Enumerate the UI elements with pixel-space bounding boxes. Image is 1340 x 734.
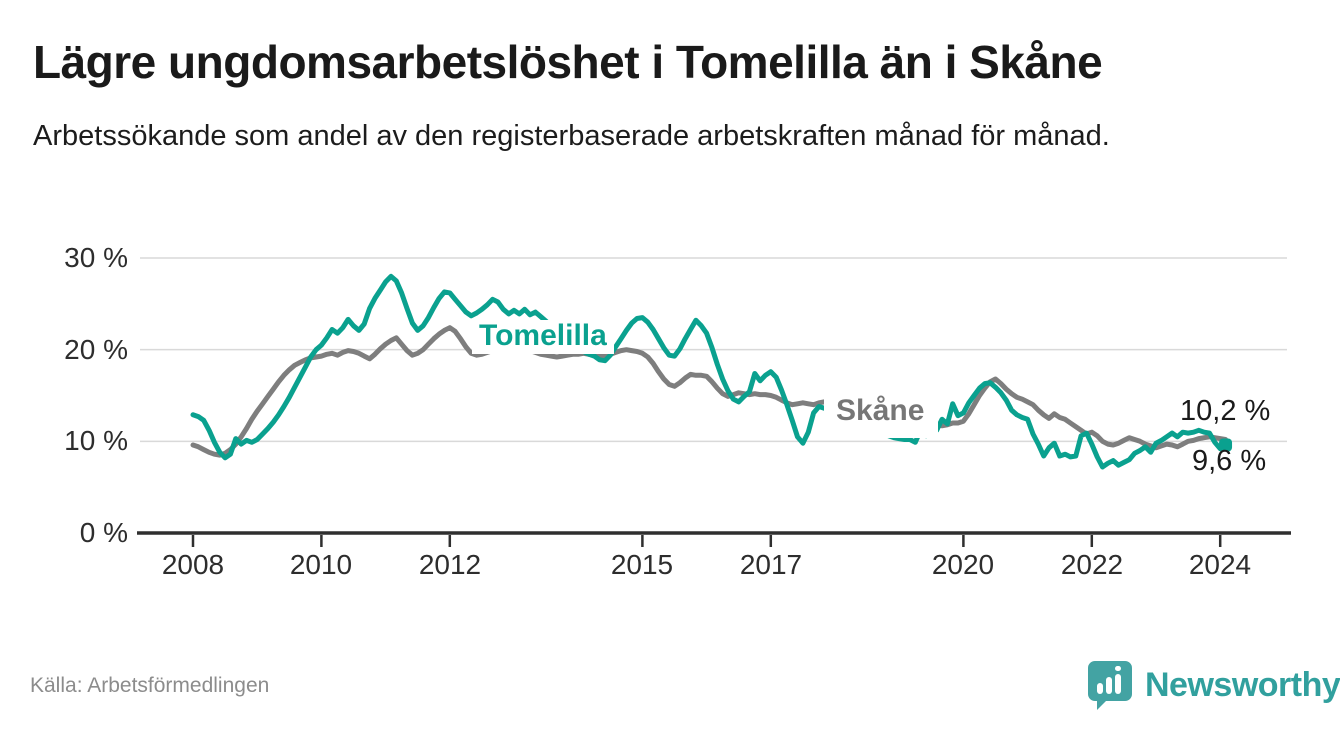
y-axis-label-30: 30 %: [64, 242, 128, 273]
series-label-skane: Skåne: [824, 392, 939, 438]
newsworthy-logo-icon: [1088, 661, 1132, 710]
end-value-label-tomelilla: 9,6 %: [1192, 445, 1267, 477]
x-axis-label-2020: 2020: [931, 549, 995, 580]
x-axis-label-2008: 2008: [161, 549, 225, 580]
x-axis-label-2022: 2022: [1060, 549, 1124, 580]
x-axis-label-2015: 2015: [610, 549, 674, 580]
x-axis-label-2012: 2012: [418, 549, 482, 580]
newsworthy-logo-text: Newsworthy: [1145, 666, 1340, 704]
line-skne: [190, 325, 1228, 458]
line-tomelilla: [190, 273, 1228, 470]
x-axis-label-2010: 2010: [289, 549, 353, 580]
chart-title: Lägre ungdomsarbetslöshet i Tomelilla än…: [33, 36, 1103, 88]
end-value-label-skane: 10,2 %: [1180, 395, 1271, 427]
y-axis-label-10: 10 %: [64, 425, 128, 456]
series-label-tomelilla: Tomelilla: [472, 320, 614, 354]
x-axis-label-2017: 2017: [739, 549, 803, 580]
y-axis-label-20: 20 %: [64, 334, 128, 365]
newsworthy-brand: Newsworthy: [1086, 659, 1340, 712]
source-note: Källa: Arbetsförmedlingen: [30, 674, 270, 697]
x-axis-label-2024: 2024: [1188, 549, 1252, 580]
y-axis-label-0: 0 %: [79, 517, 128, 548]
chart-subtitle: Arbetssökande som andel av den registerb…: [33, 120, 1110, 152]
